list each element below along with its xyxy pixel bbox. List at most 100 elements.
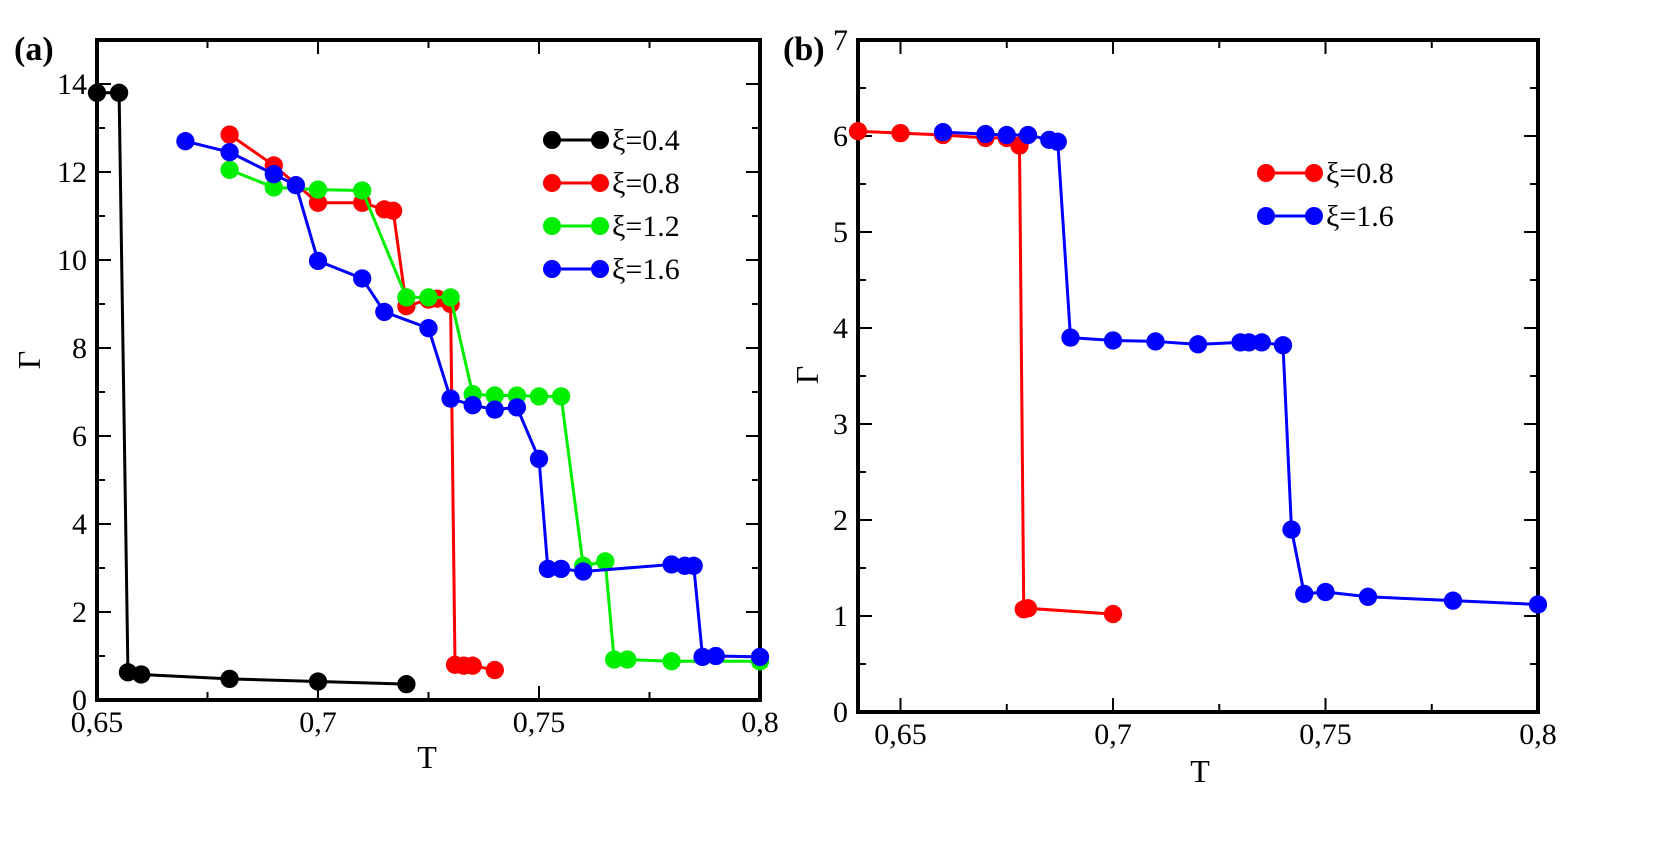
y-tick-label: 2: [72, 596, 87, 629]
y-tick-label: 6: [833, 120, 848, 153]
series-ξ=1.6: [933, 123, 1548, 614]
data-point: [176, 132, 195, 151]
data-point: [1239, 333, 1259, 352]
data-point: [1188, 335, 1208, 354]
data-point: [662, 652, 681, 671]
data-point: [706, 646, 725, 666]
data-point: [662, 555, 681, 574]
data-point: [574, 562, 593, 581]
series-ξ=1.2: [220, 160, 770, 671]
data-point: [848, 122, 868, 141]
series-line: [97, 91, 407, 686]
legend-marker: [1257, 164, 1275, 182]
data-point: [1103, 604, 1123, 624]
data-point: [419, 319, 438, 338]
data-point: [529, 387, 549, 406]
y-tick-label: 8: [72, 332, 87, 365]
legend-marker: [591, 174, 609, 192]
legend-label: ξ=0.8: [1326, 157, 1394, 190]
panel-label: (b): [783, 31, 825, 68]
y-tick-label: 1: [833, 600, 848, 633]
y-axis-label: Γ: [11, 351, 47, 370]
chart-panel-a: 0,65 0,7 0,75 0,8 0 2 4 6 8 10 12 14 T Γ (a) ξ=0.4 ξ=0.8…: [11, 31, 779, 775]
x-tick-label: 0,65: [71, 706, 124, 739]
y-tick-label: 2: [833, 504, 848, 537]
data-point: [109, 83, 129, 102]
data-point: [397, 288, 416, 307]
x-tick-label: 0,8: [741, 706, 779, 739]
data-point: [441, 389, 460, 408]
y-axis-label: Γ: [789, 366, 825, 385]
legend-entry: ξ=1.6: [1257, 200, 1394, 233]
y-tick-label: 3: [833, 408, 848, 441]
data-point: [353, 269, 372, 288]
data-point: [485, 660, 504, 680]
series-ξ=0.8: [848, 122, 1123, 624]
x-tick-label: 0,75: [1299, 718, 1352, 751]
data-point: [538, 559, 557, 579]
data-point: [1018, 125, 1038, 145]
chart-panel-b: 0,65 0,7 0,75 0,8 0 1 2 3 4 5 6 7 T Γ (b) ξ=0.8 ξ=1.6: [783, 24, 1557, 789]
data-point: [308, 251, 328, 271]
data-point: [419, 288, 438, 307]
y-tick-label: 14: [57, 68, 87, 101]
y-tick-label: 4: [72, 508, 87, 541]
legend-marker: [1305, 207, 1323, 225]
series-line: [942, 130, 1539, 606]
legend-marker: [543, 217, 561, 235]
data-point: [750, 647, 770, 667]
legend-entry: ξ=1.6: [543, 253, 680, 286]
data-point: [891, 123, 910, 143]
data-point: [684, 556, 703, 575]
plot-frame: [856, 38, 1540, 714]
legend-marker: [543, 131, 561, 149]
data-point: [693, 647, 712, 667]
data-point: [220, 125, 239, 144]
data-point: [1146, 332, 1165, 351]
data-point: [1316, 582, 1335, 602]
data-point: [220, 143, 239, 162]
data-point: [529, 449, 549, 469]
legend-marker: [591, 131, 609, 149]
data-point: [1358, 587, 1378, 606]
legend-label: ξ=0.8: [612, 167, 680, 200]
data-point: [485, 400, 504, 419]
data-point: [551, 387, 571, 406]
legend-marker: [1257, 207, 1275, 225]
legend-marker: [1305, 164, 1323, 182]
legend-entry: ξ=0.4: [543, 124, 680, 157]
legend-marker: [591, 260, 609, 278]
data-point: [551, 559, 571, 579]
legend-label: ξ=1.6: [1326, 200, 1394, 233]
data-point: [997, 125, 1016, 145]
x-tick-label: 0,8: [1519, 718, 1557, 751]
y-tick-label: 5: [833, 216, 848, 249]
data-point: [1103, 331, 1123, 350]
data-point: [485, 386, 504, 405]
data-point: [1252, 333, 1271, 352]
data-point: [1061, 328, 1080, 347]
data-point: [1018, 599, 1038, 618]
data-point: [383, 201, 403, 220]
data-point: [463, 396, 482, 415]
data-point: [264, 178, 283, 197]
y-tick-label: 4: [833, 312, 848, 345]
data-point: [604, 650, 624, 669]
legend-label: ξ=0.4: [612, 124, 680, 157]
data-point: [1282, 520, 1301, 539]
x-tick-label: 0,7: [1094, 718, 1132, 751]
data-point: [308, 672, 328, 691]
series-ξ=0.8: [220, 125, 504, 680]
data-point: [463, 656, 482, 675]
data-point: [397, 675, 416, 694]
data-point: [308, 180, 328, 199]
data-point: [87, 83, 107, 102]
data-point: [933, 123, 953, 142]
data-point: [507, 398, 527, 417]
series-ξ=1.6: [176, 132, 770, 667]
legend-marker: [591, 217, 609, 235]
y-tick-label: 0: [72, 684, 87, 717]
data-point: [220, 160, 239, 179]
data-point: [441, 288, 460, 307]
